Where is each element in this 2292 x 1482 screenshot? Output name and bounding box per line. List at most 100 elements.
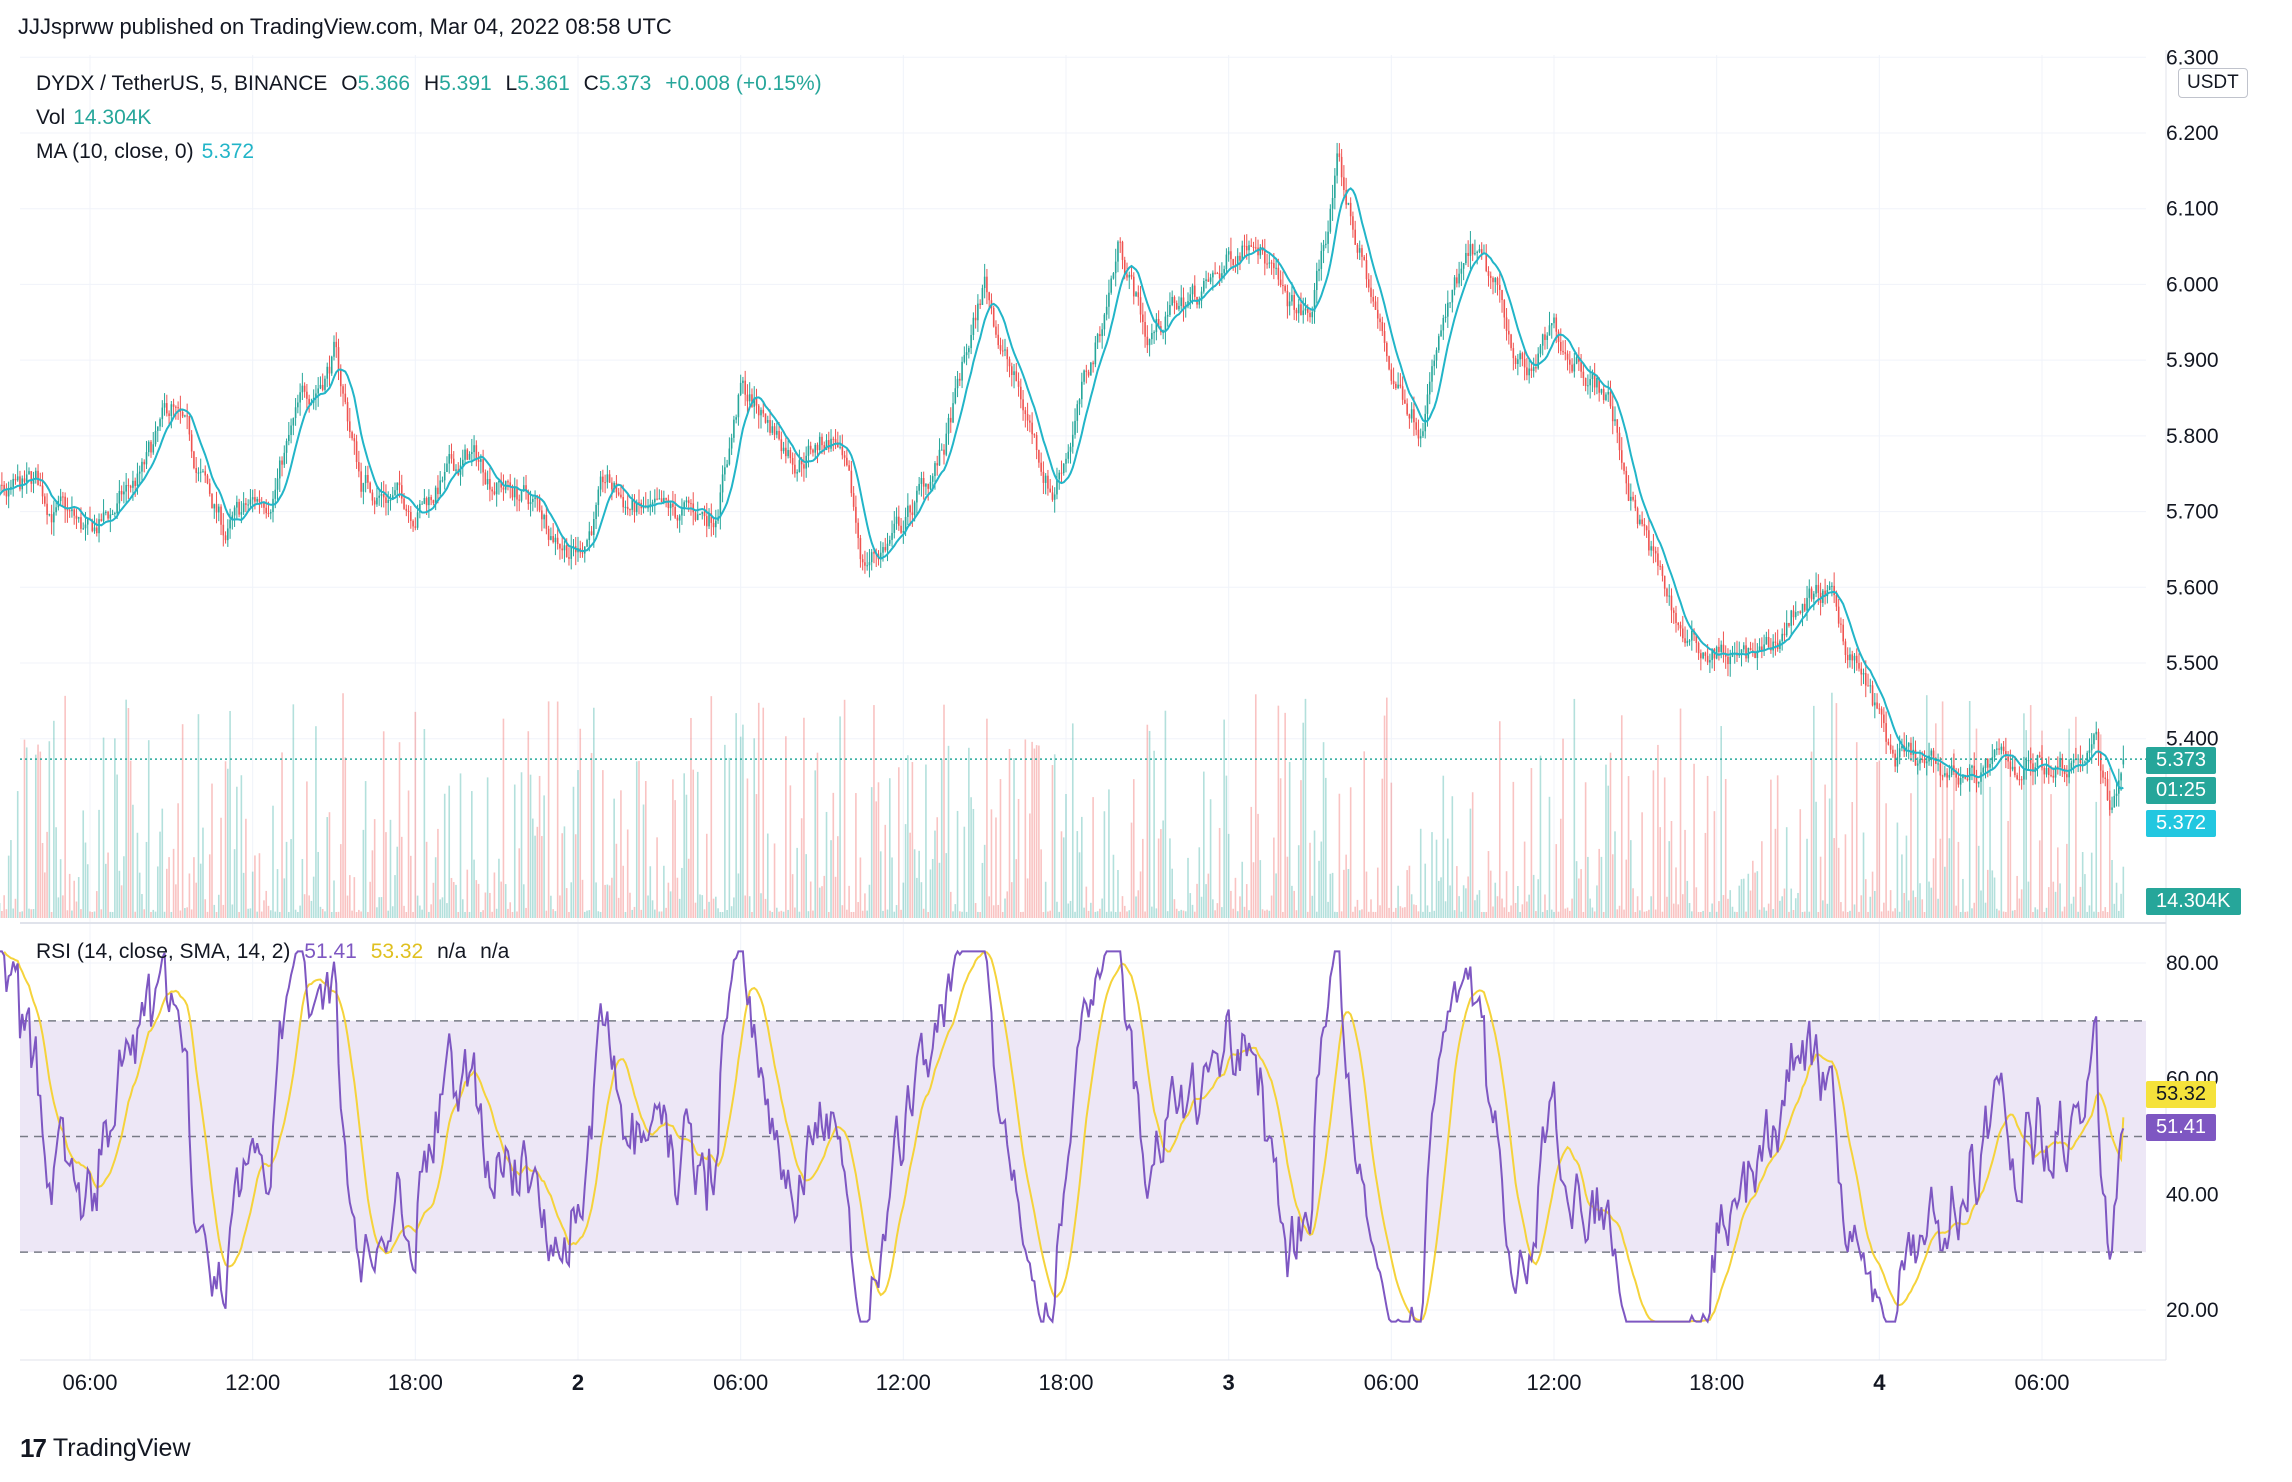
volume-bar <box>615 843 618 918</box>
volume-bar <box>1941 701 1944 918</box>
volume-bar <box>138 872 141 918</box>
candle-body <box>834 438 837 443</box>
candle-body <box>1295 309 1298 314</box>
candle-body <box>1641 519 1643 525</box>
volume-bar <box>1291 885 1293 918</box>
candle-body <box>1277 267 1280 280</box>
candle-body <box>1867 685 1869 687</box>
candle-body <box>1042 471 1045 483</box>
volume-bar <box>1928 881 1930 918</box>
volume-bar <box>1164 710 1167 918</box>
candle-body <box>857 522 859 539</box>
volume-bar <box>23 739 26 918</box>
volume-bar <box>450 877 453 918</box>
volume-bar <box>358 909 360 918</box>
candle-body <box>1462 263 1465 269</box>
volume-bar <box>2043 911 2046 918</box>
volume-bar <box>459 773 462 918</box>
volume-bar <box>516 911 518 918</box>
volume-bar <box>1849 910 1851 918</box>
volume-bar <box>199 863 202 918</box>
candle-body <box>1989 763 1991 768</box>
candle-body <box>1144 322 1146 337</box>
candle-body <box>2025 760 2027 769</box>
volume-bar <box>1808 911 1811 918</box>
volume-bar <box>622 865 624 918</box>
candle-body <box>886 543 889 551</box>
ma-value: 5.372 <box>201 140 255 163</box>
volume-bar <box>1602 911 1605 918</box>
candle-body <box>443 471 446 481</box>
volume-bar <box>1801 911 1804 918</box>
volume-bar <box>468 911 471 918</box>
volume-bar <box>1876 761 1878 918</box>
volume-bar <box>1740 879 1743 918</box>
volume-bar <box>412 911 414 918</box>
currency-label[interactable]: USDT <box>2178 68 2248 98</box>
candle-body <box>1078 399 1081 405</box>
candle-body <box>1236 255 1239 266</box>
candle-body <box>1404 399 1406 404</box>
candle-body <box>1596 377 1598 388</box>
volume-bar <box>1259 860 1262 918</box>
volume-bar <box>2066 843 2068 918</box>
candle-body <box>696 514 699 520</box>
volume-bar <box>197 714 200 918</box>
volume-bar <box>656 837 658 918</box>
candle-body <box>1837 606 1840 624</box>
volume-bar <box>916 877 918 918</box>
volume-bar <box>710 696 713 918</box>
volume-bar <box>545 910 548 918</box>
volume-bar <box>1218 827 1221 918</box>
candle-body <box>1688 640 1691 642</box>
volume-bar <box>1123 905 1126 918</box>
candle-body <box>1871 685 1874 706</box>
volume-bar <box>1094 911 1097 918</box>
candle-body <box>118 490 121 504</box>
volume-bar <box>1184 911 1187 918</box>
candle-body <box>552 536 554 543</box>
volume-bar <box>403 905 405 918</box>
volume-bar <box>800 818 803 918</box>
candle-body <box>1248 245 1250 251</box>
volume-bar <box>534 835 536 918</box>
volume-bar <box>807 911 810 918</box>
volume-bar <box>285 841 288 918</box>
volume-bar <box>995 817 997 918</box>
candle-body <box>563 545 566 551</box>
volume-bar <box>1686 880 1689 918</box>
candle-body <box>1092 362 1094 365</box>
candle-body <box>1654 550 1657 554</box>
candle-body <box>1456 277 1458 284</box>
volume-bar <box>782 911 785 918</box>
volume-bar <box>705 833 708 918</box>
volume-bar <box>1101 898 1103 918</box>
candle-body <box>102 512 105 521</box>
candle-body <box>1001 350 1004 352</box>
volume-bar <box>220 817 222 918</box>
volume-bar <box>1356 899 1359 918</box>
candle-body <box>852 493 855 507</box>
candle-body <box>850 470 853 494</box>
rsi-axis-label: 80.00 <box>2166 952 2219 975</box>
candle-body <box>224 535 227 541</box>
volume-bar <box>1648 909 1650 918</box>
candle-body <box>1634 499 1637 509</box>
candle-body <box>1442 317 1445 331</box>
volume-bar <box>803 717 805 918</box>
candle-body <box>1831 585 1833 587</box>
tradingview-logo[interactable]: 17 TradingView <box>20 1433 191 1464</box>
candle-body <box>1123 259 1126 275</box>
candle-body <box>782 447 785 452</box>
volume-bar <box>369 881 371 918</box>
volume-bar <box>1006 891 1009 918</box>
volume-bar <box>2045 907 2048 918</box>
volume-bar <box>1182 910 1185 918</box>
volume-bar <box>715 896 717 918</box>
candle-body <box>681 509 683 516</box>
candle-body <box>53 512 55 523</box>
candle-body <box>606 474 609 483</box>
volume-bar <box>1410 894 1413 918</box>
volume-bar <box>1514 902 1517 918</box>
